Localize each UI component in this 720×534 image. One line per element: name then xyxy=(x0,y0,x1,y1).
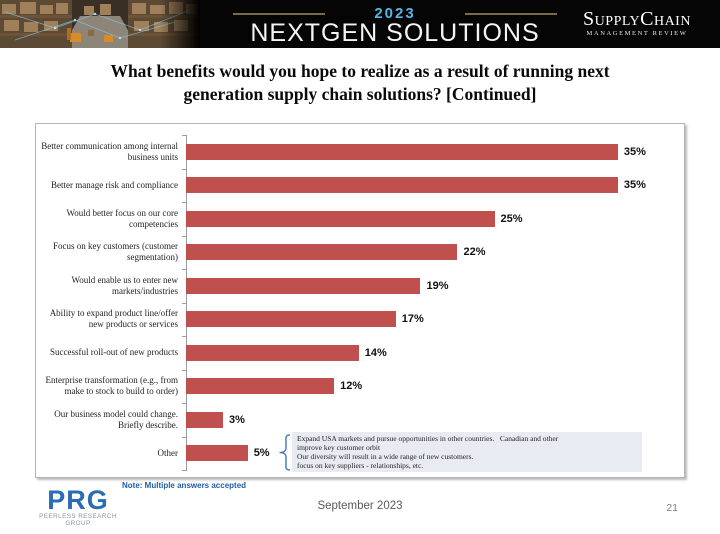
chart-plot: Better communication among internal busi… xyxy=(36,135,684,470)
value-label: 22% xyxy=(463,246,486,259)
bar xyxy=(186,411,224,428)
chart-row: Enterprise transformation (e.g., from ma… xyxy=(36,370,684,404)
callout-line: improve key customer orbit xyxy=(297,443,381,452)
chart-row: Other 5% xyxy=(36,437,684,471)
category-label: Ability to expand product line/offer new… xyxy=(49,308,178,330)
value-label: 17% xyxy=(401,313,424,326)
year-rule-left xyxy=(233,13,325,15)
event-year-row: 2023 xyxy=(205,0,585,22)
chart-row: Our business model could change. Briefly… xyxy=(36,403,684,437)
chart-row: Focus on key customers (customer segment… xyxy=(36,236,684,270)
magazine-name: SupplyChain xyxy=(583,8,691,30)
value-label: 14% xyxy=(364,346,387,359)
category-label: Better manage risk and compliance xyxy=(51,179,178,190)
bar xyxy=(186,277,421,294)
axis-tick xyxy=(182,369,186,371)
page-number: 21 xyxy=(666,502,678,514)
category-label: Enterprise transformation (e.g., from ma… xyxy=(45,375,178,397)
bar xyxy=(186,378,335,395)
category-label: Our business model could change. Briefly… xyxy=(54,408,178,430)
bar xyxy=(186,177,618,194)
callout-line: Expand USA markets and pursue opportunit… xyxy=(297,434,559,443)
event-year: 2023 xyxy=(374,5,416,22)
value-label: 25% xyxy=(500,212,523,225)
event-brand-name: NEXTGEN SOLUTIONS xyxy=(250,19,540,47)
chart-row: Better communication among internal busi… xyxy=(36,135,684,169)
prg-logo-tagline: PEERLESS RESEARCH GROUP xyxy=(39,513,117,527)
chart-note: Note: Multiple answers accepted xyxy=(122,481,247,490)
axis-tick xyxy=(182,168,186,170)
slide-date: September 2023 xyxy=(317,500,403,512)
annotation-brace-icon xyxy=(279,434,291,471)
event-logo: 2023 NEXTGEN SOLUTIONS xyxy=(205,0,585,48)
chart-row: Better manage risk and compliance 35% xyxy=(36,169,684,203)
chart-container: Better communication among internal busi… xyxy=(35,123,685,478)
year-rule-right xyxy=(465,13,557,15)
header-banner: 2023 NEXTGEN SOLUTIONS SupplyChain MANAG… xyxy=(0,0,720,48)
bar xyxy=(186,244,458,261)
chart-y-axis xyxy=(186,135,187,471)
value-label: 35% xyxy=(623,145,646,158)
axis-tick xyxy=(182,436,186,438)
bar xyxy=(186,210,495,227)
chart-row: Would better focus on our core competenc… xyxy=(36,202,684,236)
category-label: Would better focus on our core competenc… xyxy=(66,207,179,229)
bar xyxy=(186,344,359,361)
axis-tick xyxy=(182,269,186,270)
warehouse-photo-art xyxy=(0,0,200,48)
value-label: 35% xyxy=(623,179,646,192)
category-label: Better communication among internal busi… xyxy=(41,140,178,162)
axis-tick xyxy=(182,202,186,203)
other-responses-callout: Expand USA markets and pursue opportunit… xyxy=(292,432,642,472)
magazine-logo: SupplyChain MANAGEMENT REVIEW xyxy=(572,9,702,37)
axis-tick xyxy=(182,235,186,237)
value-label: 5% xyxy=(253,447,270,460)
prg-logo: PRG PEERLESS RESEARCH GROUP xyxy=(28,485,128,528)
category-label: Would enable us to enter new markets/ind… xyxy=(71,274,179,296)
axis-tick xyxy=(182,403,186,404)
chart-row: Would enable us to enter new markets/ind… xyxy=(36,269,684,303)
magazine-tagline: MANAGEMENT REVIEW xyxy=(586,30,688,37)
callout-line: Our diversity will result in a wide rang… xyxy=(297,452,474,461)
value-label: 3% xyxy=(229,413,245,426)
warehouse-photo xyxy=(0,0,200,48)
axis-tick xyxy=(182,302,186,304)
slide-title: What benefits would you hope to realize … xyxy=(110,61,610,104)
axis-tick xyxy=(182,470,186,471)
bar xyxy=(186,311,396,328)
value-label: 19% xyxy=(426,279,449,292)
prg-logo-text: PRG xyxy=(47,485,109,515)
axis-tick xyxy=(182,336,186,337)
bar xyxy=(186,143,618,160)
category-label: Successful roll-out of new products xyxy=(50,347,178,358)
chart-row: Ability to expand product line/offer new… xyxy=(36,303,684,337)
category-label: Focus on key customers (customer segment… xyxy=(53,241,178,263)
bar xyxy=(186,445,248,462)
category-label: Other xyxy=(157,447,179,458)
axis-tick xyxy=(182,135,186,136)
value-label: 12% xyxy=(340,380,363,393)
chart-row: Successful roll-out of new products 14% xyxy=(36,336,684,370)
callout-line: focus on key suppliers - relationships, … xyxy=(297,461,424,470)
